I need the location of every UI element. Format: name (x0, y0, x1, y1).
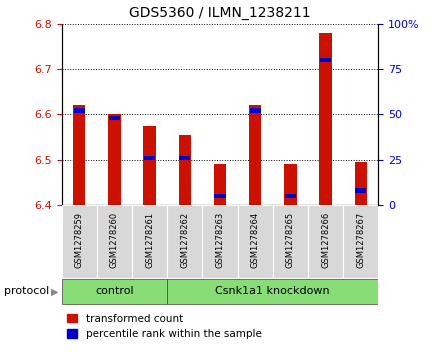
Text: GSM1278262: GSM1278262 (180, 212, 189, 268)
Bar (214, 164, 226, 205)
Text: GSM1278260: GSM1278260 (110, 212, 119, 268)
Bar (167, 279, 378, 303)
Bar (179, 135, 191, 205)
Text: GSM1278261: GSM1278261 (145, 212, 154, 268)
Legend: transformed count, percentile rank within the sample: transformed count, percentile rank withi… (67, 314, 261, 339)
Bar (62, 205, 97, 278)
Bar (238, 205, 273, 278)
Text: Csnk1a1 knockdown: Csnk1a1 knockdown (216, 286, 330, 296)
Text: control: control (95, 286, 134, 296)
Bar (73, 105, 85, 205)
Bar (284, 164, 297, 205)
Bar (249, 109, 261, 113)
Text: protocol: protocol (4, 286, 50, 296)
Bar (249, 105, 261, 205)
Bar (273, 205, 308, 278)
Bar (97, 205, 132, 278)
Bar (355, 162, 367, 205)
Bar (319, 33, 332, 205)
Bar (73, 109, 85, 113)
Bar (62, 279, 167, 303)
Bar (285, 194, 296, 198)
Bar (132, 205, 167, 278)
Bar (143, 126, 156, 205)
Text: GSM1278267: GSM1278267 (356, 212, 365, 268)
Bar (144, 156, 155, 160)
Bar (179, 156, 191, 160)
Bar (343, 205, 378, 278)
Text: GSM1278259: GSM1278259 (75, 212, 84, 268)
Text: GSM1278263: GSM1278263 (216, 212, 224, 268)
Bar (355, 188, 367, 193)
Text: GSM1278264: GSM1278264 (251, 212, 260, 268)
Bar (214, 194, 226, 198)
Text: GSM1278265: GSM1278265 (286, 212, 295, 268)
Title: GDS5360 / ILMN_1238211: GDS5360 / ILMN_1238211 (129, 6, 311, 20)
Bar (167, 205, 202, 278)
Text: ▶: ▶ (51, 286, 58, 296)
Bar (109, 116, 120, 120)
Text: GSM1278266: GSM1278266 (321, 212, 330, 268)
Bar (320, 58, 331, 62)
Bar (108, 114, 121, 205)
Bar (202, 205, 238, 278)
Bar (308, 205, 343, 278)
